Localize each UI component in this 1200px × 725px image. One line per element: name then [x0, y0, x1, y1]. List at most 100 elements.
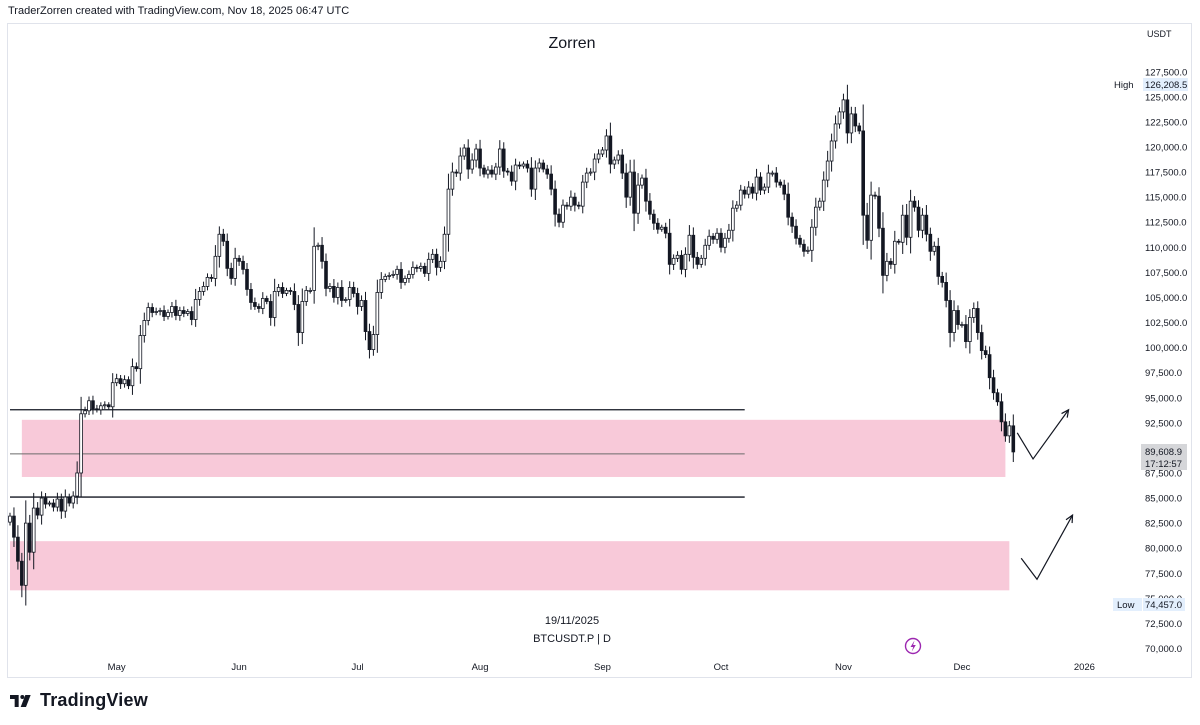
- candle-body-down: [241, 260, 245, 270]
- candle: [454, 169, 459, 177]
- candle-body-up: [596, 153, 601, 160]
- candle-body-down: [490, 169, 494, 175]
- candle-body-down: [857, 125, 862, 132]
- candle: [478, 139, 482, 177]
- candle-body-down: [106, 404, 111, 408]
- candle-body-down: [280, 287, 285, 294]
- candle-body-up: [687, 234, 692, 255]
- candle-body-down: [434, 253, 439, 268]
- candle: [652, 209, 656, 230]
- candle: [746, 181, 751, 199]
- candle-body-down: [794, 225, 798, 239]
- candle: [272, 278, 277, 327]
- candle-body-down: [27, 522, 32, 553]
- candle-body-up: [810, 226, 814, 251]
- candle-body-up: [75, 472, 79, 497]
- candle-body-up: [178, 310, 182, 316]
- candle: [257, 303, 261, 313]
- flash-icon[interactable]: [904, 637, 922, 655]
- candle-body-up: [391, 273, 395, 276]
- candle-body-up: [675, 254, 680, 259]
- candle: [770, 170, 775, 177]
- candle-body-up: [83, 410, 87, 415]
- candle: [434, 248, 439, 276]
- candle-body-down: [16, 536, 20, 562]
- low-label: Low: [1117, 600, 1135, 611]
- candle: [332, 279, 336, 303]
- lower-demand-zone[interactable]: [10, 541, 1010, 591]
- candle: [592, 153, 597, 181]
- candle-body-up: [39, 497, 44, 516]
- low-value: 74,457.0: [1145, 600, 1182, 611]
- candle: [735, 201, 739, 212]
- candle: [857, 122, 862, 135]
- candle-body-up: [735, 204, 739, 209]
- candle-body-down: [904, 214, 909, 238]
- candle: [308, 287, 312, 294]
- candle: [636, 173, 640, 224]
- candle: [367, 323, 372, 359]
- candle: [707, 229, 711, 250]
- candle: [577, 201, 581, 210]
- candle: [296, 295, 301, 346]
- candle: [553, 180, 557, 227]
- candle-body-up: [426, 258, 431, 274]
- candle: [885, 252, 889, 282]
- candle-body-down: [296, 304, 301, 333]
- last-price: 89,608.9: [1145, 447, 1182, 458]
- candle: [16, 525, 20, 570]
- candle-body-down: [150, 307, 155, 313]
- tradingview-footer[interactable]: TradingView: [10, 690, 148, 711]
- candle: [656, 218, 660, 234]
- arrow-path: [1020, 514, 1074, 581]
- candle-body-up: [79, 413, 83, 474]
- lower-bounce-arrow[interactable]: [1020, 513, 1074, 581]
- upper-demand-zone[interactable]: [21, 419, 1006, 477]
- candle: [659, 224, 664, 232]
- candle: [841, 93, 846, 119]
- upper-bounce-arrow[interactable]: [1016, 408, 1070, 461]
- candle: [245, 263, 249, 296]
- candle: [458, 147, 463, 181]
- candle-body-up: [604, 135, 609, 151]
- candle-body-up: [513, 164, 518, 182]
- candle: [995, 388, 1000, 406]
- time-axis[interactable]: May Jun Jul Aug Sep Oct Nov Dec 2026: [108, 662, 1095, 673]
- candle-body-down: [12, 515, 16, 538]
- candle-body-up: [154, 311, 158, 313]
- price-axis[interactable]: 70,000.072,500.075,000.077,500.080,000.0…: [1145, 67, 1187, 655]
- candle-body-up: [336, 287, 340, 298]
- candle-body-up: [754, 176, 759, 194]
- candle: [944, 272, 948, 308]
- candle: [47, 500, 52, 507]
- candle: [411, 261, 415, 279]
- candle-body-up: [869, 194, 873, 241]
- candle-body-up: [920, 214, 925, 231]
- candle: [150, 303, 155, 318]
- candle-body-up: [458, 155, 463, 174]
- arrow-path: [1016, 409, 1070, 461]
- candle-body-up: [158, 310, 162, 312]
- candle-body-up: [628, 171, 632, 198]
- candle-body-down: [652, 213, 656, 224]
- candle-body-down: [778, 181, 783, 186]
- candle: [75, 461, 79, 505]
- price-tick-label: 105,000.0: [1145, 293, 1187, 304]
- candle: [359, 295, 364, 311]
- candle-body-down: [189, 311, 194, 320]
- candle: [442, 226, 447, 270]
- candle-body-down: [422, 265, 427, 274]
- candle-body-up: [849, 113, 854, 134]
- candle-body-down: [877, 195, 881, 229]
- candle-body-up: [486, 169, 490, 175]
- candle: [869, 181, 873, 260]
- candle: [644, 168, 648, 212]
- candle: [873, 191, 877, 200]
- candle-body-down: [940, 275, 944, 283]
- candle-body-down: [620, 154, 625, 174]
- candle-body-down: [956, 310, 960, 325]
- candle: [213, 245, 218, 287]
- price-tick-label: 117,500.0: [1145, 168, 1187, 179]
- candle-body-down: [936, 245, 941, 277]
